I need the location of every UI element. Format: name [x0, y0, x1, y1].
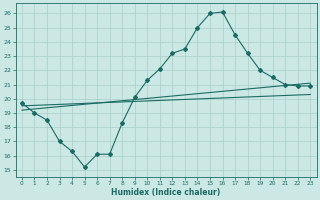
X-axis label: Humidex (Indice chaleur): Humidex (Indice chaleur)	[111, 188, 221, 197]
